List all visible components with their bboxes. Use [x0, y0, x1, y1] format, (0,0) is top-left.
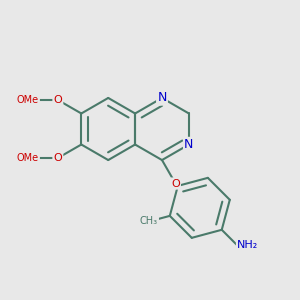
Text: O: O: [171, 178, 180, 188]
Text: OMe: OMe: [17, 95, 39, 105]
Text: CH₃: CH₃: [140, 217, 158, 226]
Text: O: O: [53, 153, 62, 163]
Text: OMe: OMe: [17, 153, 39, 163]
Text: N: N: [157, 92, 167, 104]
Text: NH₂: NH₂: [237, 240, 258, 250]
Text: O: O: [53, 95, 62, 105]
Text: N: N: [184, 138, 194, 151]
